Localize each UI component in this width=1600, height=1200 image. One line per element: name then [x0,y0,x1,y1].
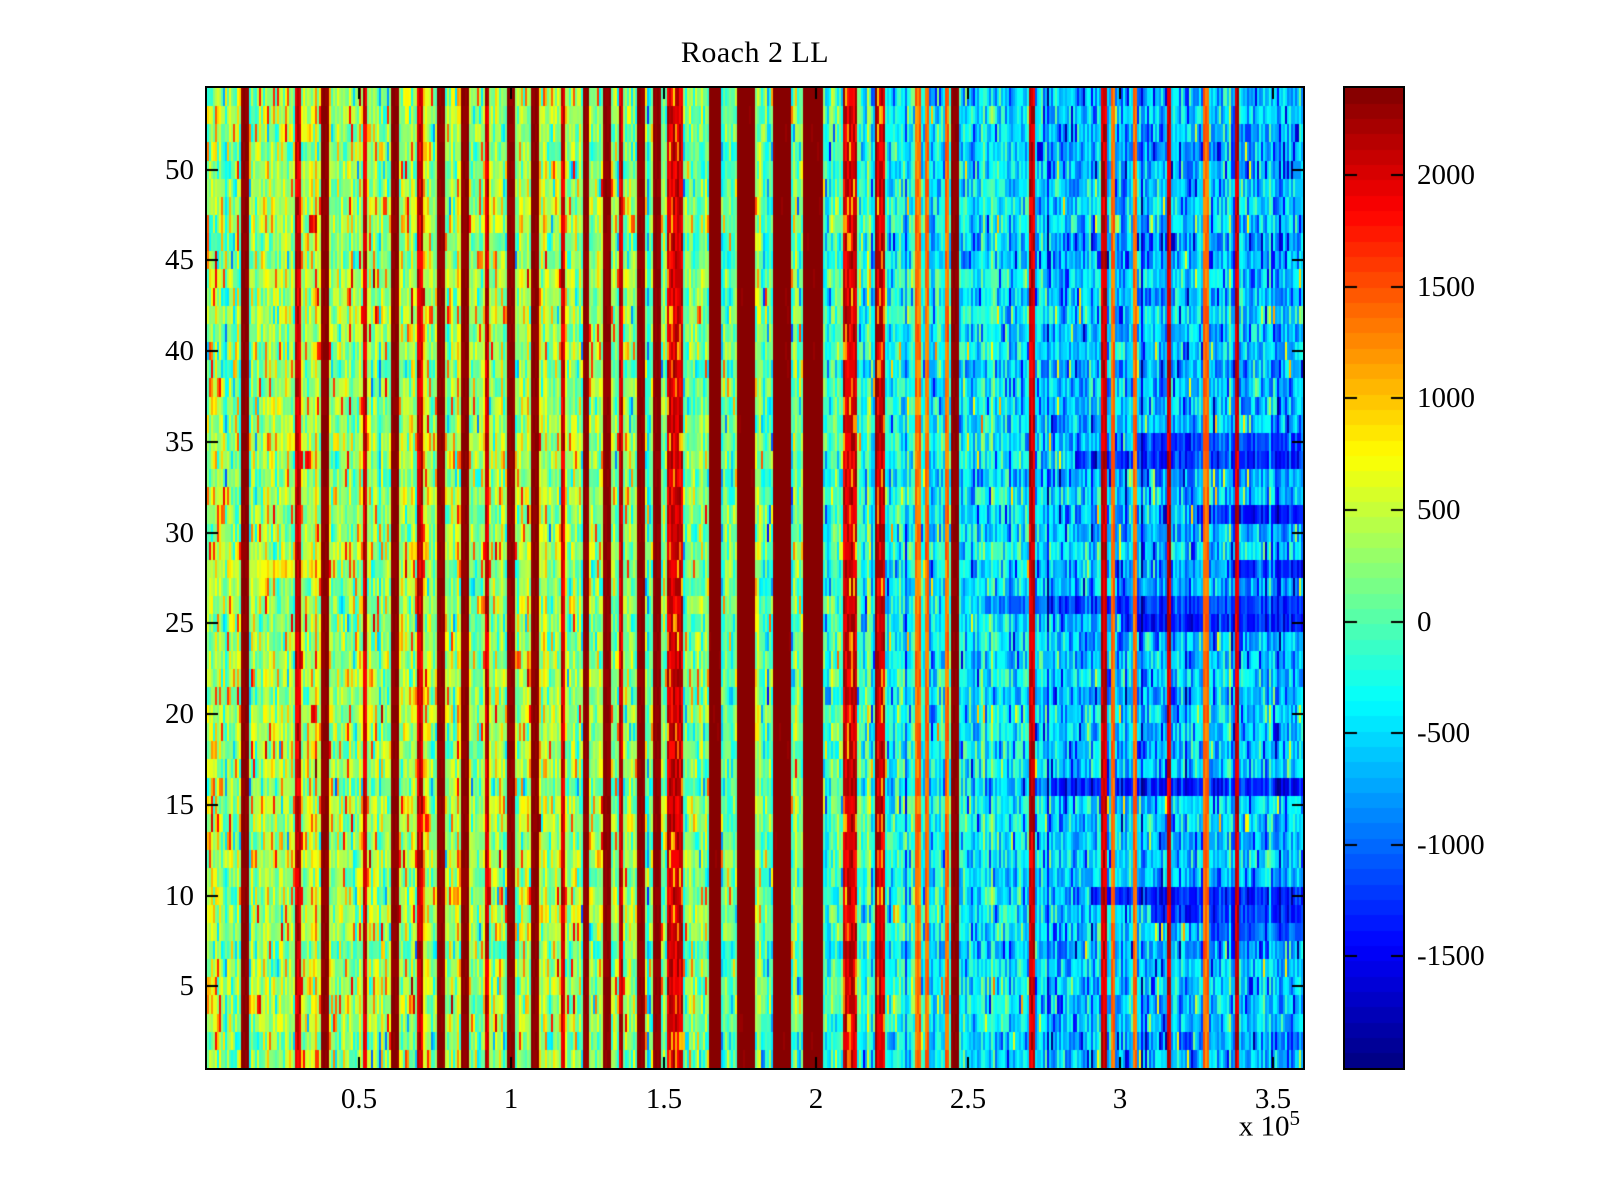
x-tick-label: 2 [808,1083,824,1115]
y-tick-label: 20 [165,698,194,730]
colorbar-tick-label: 1500 [1417,271,1475,303]
y-tick-label: 15 [165,789,194,821]
chart-title: Roach 2 LL [680,36,830,69]
colorbar-tick-label: -1000 [1417,829,1485,861]
offset-exponent: 5 [1289,1106,1301,1130]
colorbar-tick-label: 2000 [1417,159,1475,191]
y-tick-label: 30 [165,517,194,549]
colorbar-tick-label: -500 [1417,717,1471,749]
colorbar-tick-label: 0 [1417,606,1432,638]
heatmap-plot-area [205,86,1305,1070]
y-tick-label: 25 [165,607,194,639]
colorbar-tick-label: -1500 [1417,940,1485,972]
x-axis-offset-label: x 105 [1150,1106,1300,1144]
colorbar [1343,86,1405,1070]
heatmap-canvas [207,88,1303,1068]
x-tick-label: 0.5 [340,1083,378,1115]
y-tick-label: 45 [165,244,194,276]
x-tick-label: 2.5 [949,1083,987,1115]
y-tick-label: 10 [165,880,194,912]
colorbar-tick-label: 1000 [1417,382,1475,414]
x-tick-label: 1.5 [645,1083,683,1115]
offset-mantissa: x 10 [1238,1110,1290,1143]
y-tick-label: 35 [165,426,194,458]
y-tick-label: 5 [179,970,195,1002]
x-tick-label: 3 [1112,1083,1128,1115]
colorbar-canvas [1345,88,1403,1068]
x-tick-label: 1 [503,1083,519,1115]
y-tick-label: 40 [165,335,194,367]
y-tick-label: 50 [165,154,194,186]
x-tick-label: 3.5 [1254,1083,1292,1115]
colorbar-tick-label: 500 [1417,494,1461,526]
